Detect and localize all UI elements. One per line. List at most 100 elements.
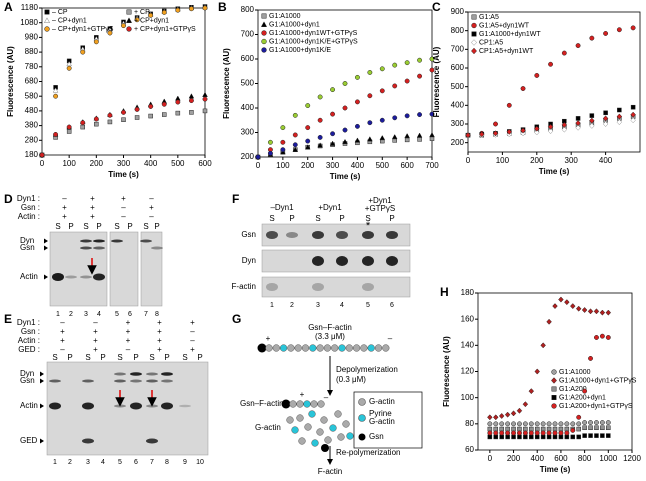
panel-letter: A: [4, 0, 13, 14]
actin-subunit: [316, 344, 324, 352]
gel: [46, 361, 209, 456]
marker: [342, 105, 348, 111]
marker: [66, 124, 72, 130]
marker: [522, 401, 529, 408]
marker: [630, 25, 636, 31]
legend-label: – CP+dyn1+GTPγS: [52, 26, 114, 33]
panel-letter: B: [218, 0, 227, 14]
marker: [429, 136, 435, 141]
marker: [589, 113, 595, 118]
marker: [429, 132, 435, 138]
gel-band: [336, 256, 348, 266]
marker: [582, 388, 588, 394]
condition-sign: +: [157, 336, 162, 345]
marker: [429, 67, 435, 73]
marker: [540, 426, 546, 432]
condition-sign: +: [90, 194, 95, 203]
lane-number: 5: [115, 311, 119, 318]
condition-label: Gsn :: [21, 203, 40, 212]
marker: [564, 426, 570, 432]
marker: [305, 138, 311, 144]
x-tick-label: 0: [256, 161, 261, 170]
gel-band: [161, 372, 173, 376]
marker: [576, 426, 581, 432]
actin-subunit: [308, 410, 316, 418]
x-tick-label: 800: [578, 454, 592, 463]
marker: [529, 434, 534, 440]
legend-symbol: [358, 414, 366, 422]
condition-sign: +: [121, 194, 126, 203]
gel: [140, 231, 163, 307]
lane-number: 5: [366, 302, 370, 309]
actin-subunit: [382, 344, 390, 352]
legend-symbol: [358, 398, 366, 406]
lane-header: S: [85, 353, 90, 362]
plot-frame: [467, 11, 641, 153]
marker: [429, 111, 435, 117]
condition-label: Gsn :: [21, 327, 40, 336]
x-tick-label: 0: [40, 159, 45, 168]
marker: [342, 138, 348, 145]
marker: [594, 420, 599, 425]
x-tick-label: 300: [117, 159, 131, 168]
marker: [517, 421, 522, 427]
column-header: –Dyn1: [270, 203, 294, 212]
marker: [552, 430, 558, 436]
condition-sign: +: [126, 336, 131, 345]
lane-number: 6: [128, 311, 132, 318]
y-tick-label: 120: [461, 367, 475, 376]
marker: [499, 421, 505, 427]
marker: [465, 132, 471, 139]
marker: [255, 154, 261, 160]
marker: [493, 421, 499, 427]
marker: [551, 386, 557, 392]
marker: [43, 17, 51, 23]
gel-band: [80, 275, 92, 279]
y-tick-label: 600: [451, 63, 465, 72]
lane-number: 10: [196, 459, 204, 466]
lane-number: 2: [69, 311, 73, 318]
marker: [487, 426, 493, 432]
marker: [471, 47, 477, 55]
marker: [404, 60, 410, 66]
lane-header: P: [154, 222, 159, 231]
marker: [587, 308, 594, 315]
lane-header: S: [117, 353, 122, 362]
gel-band: [114, 379, 126, 383]
marker: [517, 434, 522, 440]
x-tick-label: 300: [565, 156, 579, 165]
marker: [317, 142, 323, 148]
marker: [304, 144, 311, 150]
condition-sign: +: [157, 345, 162, 354]
diagram: Gsn–F-actin (3.3 μM) + – Depolymerizatio…: [240, 323, 423, 476]
marker: [534, 421, 540, 427]
gsn: [321, 444, 329, 452]
marker: [506, 102, 512, 108]
marker: [599, 309, 606, 316]
marker: [487, 430, 493, 436]
panel-letter: C: [432, 0, 441, 14]
band-label: Actin: [20, 401, 38, 410]
marker: [582, 425, 587, 431]
marker: [552, 434, 558, 440]
marker: [593, 308, 600, 315]
marker: [404, 133, 410, 139]
label: Gsn–F-actin: [240, 399, 284, 408]
condition-sign: –: [62, 194, 67, 203]
gel-band: [362, 256, 374, 266]
marker: [107, 119, 113, 125]
marker: [367, 70, 373, 75]
end-label: +: [300, 390, 305, 399]
actin-subunit: [367, 344, 375, 352]
band-label: Dyn: [242, 256, 256, 265]
y-tick-label: 60: [465, 445, 474, 454]
gel-band: [82, 402, 94, 410]
marker: [547, 128, 554, 135]
marker: [594, 335, 599, 340]
actin-subunit: [360, 344, 368, 352]
marker: [261, 30, 267, 36]
y-tick-label: 380: [25, 121, 39, 130]
marker: [575, 116, 581, 121]
marker: [94, 121, 99, 127]
